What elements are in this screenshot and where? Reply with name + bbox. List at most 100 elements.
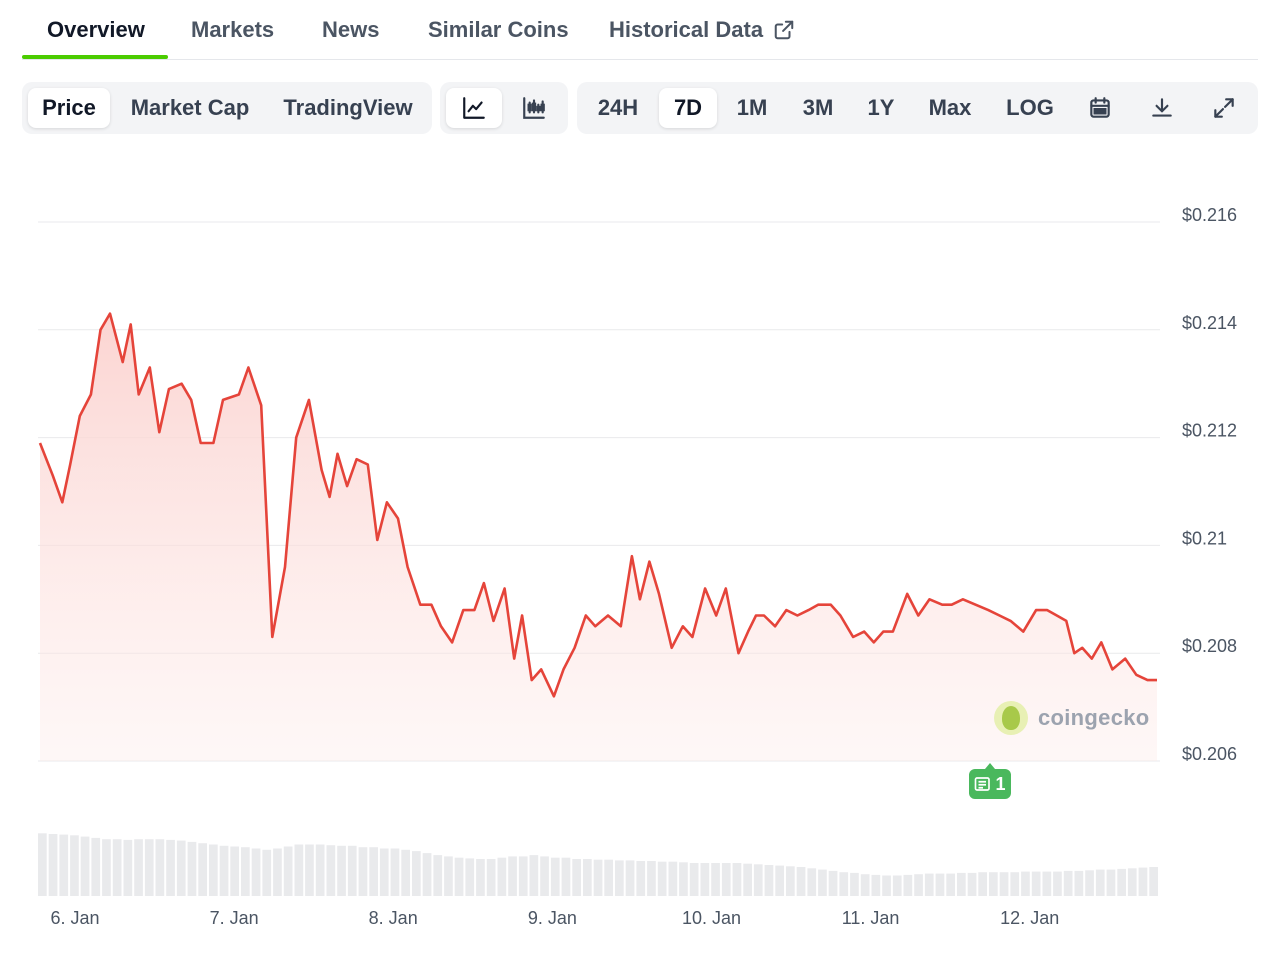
y-tick-label: $0.216 xyxy=(1182,205,1237,225)
volume-bar xyxy=(70,835,79,896)
volume-bar xyxy=(486,859,496,896)
volume-bar xyxy=(999,872,1009,896)
volume-bar xyxy=(775,865,784,896)
volume-bar xyxy=(497,857,507,896)
volume-bar xyxy=(390,848,400,896)
volume-bar xyxy=(1127,868,1137,896)
range-24h[interactable]: 24H xyxy=(597,95,639,120)
volume-bar xyxy=(914,874,923,896)
volume-bar xyxy=(978,872,987,896)
volume-bar xyxy=(561,857,571,896)
volume-bar xyxy=(786,866,795,896)
volume-bar xyxy=(924,873,934,896)
volume-bar xyxy=(860,874,870,896)
volume-bar xyxy=(315,844,325,896)
volume-bar xyxy=(1149,867,1158,896)
chart-type-group xyxy=(440,82,568,134)
volume-bar xyxy=(401,849,410,896)
volume-bar xyxy=(134,839,143,896)
volume-bar xyxy=(508,856,517,896)
tab-overview[interactable]: Overview xyxy=(47,17,145,42)
tab-similar-coins[interactable]: Similar Coins xyxy=(428,17,569,42)
active-tab-indicator xyxy=(22,55,168,59)
volume-bar xyxy=(550,857,560,896)
download-icon xyxy=(1152,98,1172,117)
log-toggle[interactable]: LOG xyxy=(1006,95,1054,120)
volume-bar xyxy=(700,863,710,896)
x-tick-label: 6. Jan xyxy=(50,908,99,928)
volume-bar xyxy=(1095,869,1105,896)
volume-bar xyxy=(935,873,945,896)
volume-bar xyxy=(241,847,250,896)
y-tick-label: $0.214 xyxy=(1182,313,1237,333)
range-7d[interactable]: 7D xyxy=(659,88,717,128)
volume-bar xyxy=(882,875,891,896)
volume-bar xyxy=(112,839,122,896)
volume-bar xyxy=(166,839,175,896)
candlestick-chart-icon xyxy=(523,97,545,119)
volume-bar xyxy=(1021,871,1030,896)
volume-bar xyxy=(102,839,111,896)
news-count: 1 xyxy=(995,773,1006,794)
external-link-icon xyxy=(774,20,794,40)
volume-bar xyxy=(1063,870,1073,896)
fullscreen-button[interactable] xyxy=(1201,88,1247,128)
candlestick-chart-button[interactable] xyxy=(506,88,562,128)
volume-bar xyxy=(198,843,207,896)
x-tick-label: 12. Jan xyxy=(1000,908,1059,928)
volume-bars xyxy=(38,833,1158,896)
line-chart-button[interactable] xyxy=(446,88,502,128)
volume-bar xyxy=(80,836,90,896)
volume-bar xyxy=(957,872,966,896)
tab-news[interactable]: News xyxy=(322,17,380,42)
volume-bar xyxy=(572,859,581,896)
download-button[interactable] xyxy=(1139,88,1185,128)
volume-bar xyxy=(38,833,47,896)
volume-bar xyxy=(828,870,838,896)
news-marker[interactable]: 1 xyxy=(969,763,1011,799)
range-group: 24H 7D 1M 3M 1Y Max LOG xyxy=(577,82,1258,134)
volume-bar xyxy=(283,846,293,896)
tab-markets[interactable]: Markets xyxy=(191,17,275,42)
range-1m[interactable]: 1M xyxy=(736,95,768,120)
range-max[interactable]: Max xyxy=(928,95,972,120)
range-1y[interactable]: 1Y xyxy=(867,95,895,120)
fullscreen-icon xyxy=(1214,98,1234,118)
volume-bar xyxy=(444,856,453,896)
volume-bar xyxy=(668,861,678,896)
newspaper-icon xyxy=(975,777,991,791)
volume-bar xyxy=(433,855,443,896)
range-3m[interactable]: 3M xyxy=(802,95,834,120)
volume-bar xyxy=(273,848,282,896)
price-chart[interactable]: $0.216 $0.214 $0.212 $0.21 $0.208 $0.206 6. J… xyxy=(0,150,1280,950)
volume-bar xyxy=(144,839,154,896)
volume-bar xyxy=(711,863,720,896)
volume-bar xyxy=(593,859,603,896)
volume-bar xyxy=(583,859,592,896)
calendar-button[interactable] xyxy=(1077,88,1123,128)
volume-bar xyxy=(219,845,229,896)
x-tick-label: 11. Jan xyxy=(842,908,900,928)
y-tick-label: $0.212 xyxy=(1182,421,1237,441)
view-tab-market-cap[interactable]: Market Cap xyxy=(130,95,250,120)
volume-bar xyxy=(412,851,421,896)
volume-bar xyxy=(615,860,624,896)
volume-bar xyxy=(187,841,197,896)
volume-bar xyxy=(946,873,955,896)
tab-historical-data[interactable]: Historical Data xyxy=(609,0,795,60)
volume-bar xyxy=(347,845,357,896)
volume-bar xyxy=(721,863,731,896)
volume-bar xyxy=(967,872,977,896)
volume-bar xyxy=(753,864,763,896)
volume-bar xyxy=(540,856,549,896)
volume-bar xyxy=(1138,867,1148,896)
x-tick-label: 7. Jan xyxy=(210,908,259,928)
view-tab-price[interactable]: Price xyxy=(28,88,110,128)
volume-bar xyxy=(454,857,464,896)
price-area xyxy=(40,313,1157,761)
view-tab-tradingview[interactable]: TradingView xyxy=(283,95,413,120)
volume-bar xyxy=(679,862,688,896)
volume-bar xyxy=(1031,871,1041,896)
volume-bar xyxy=(850,872,859,896)
y-tick-label: $0.208 xyxy=(1182,636,1237,656)
